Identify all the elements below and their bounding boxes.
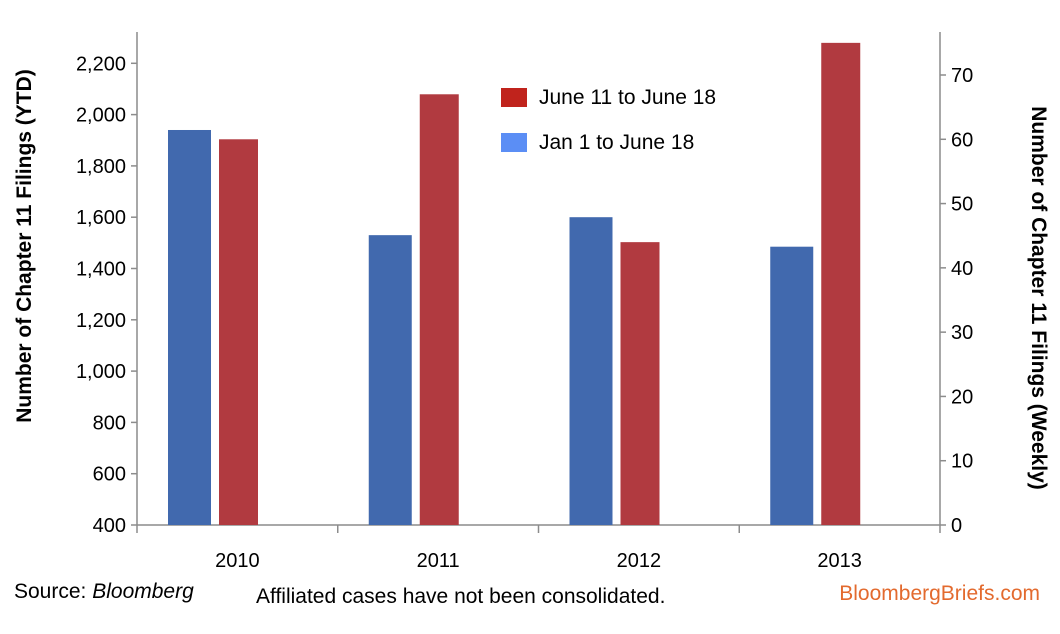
right-y-tick-label: 60: [951, 129, 973, 151]
legend-label-ytd: Jan 1 to June 18: [539, 131, 694, 154]
right-y-tick-label: 10: [951, 451, 973, 473]
brand-link[interactable]: BloombergBriefs.com: [839, 582, 1040, 605]
footnote: Affiliated cases have not been consolida…: [256, 585, 666, 608]
bar-ytd-2012: [569, 217, 613, 525]
left-y-ticks: 400 600 800 1,000 1,200 1,400 1,600 1,800 2,000 2…: [76, 53, 137, 537]
bar-weekly-2011: [419, 94, 459, 526]
left-y-tick-label: 1,200: [76, 310, 126, 332]
left-y-tick-label: 1,800: [76, 156, 126, 178]
left-y-tick-label: 1,000: [76, 361, 126, 383]
legend-label-weekly: June 11 to June 18: [539, 86, 716, 109]
source-label: Source:: [14, 580, 93, 603]
bar-weekly-2010: [219, 139, 258, 526]
left-y-tick-label: 800: [93, 412, 126, 434]
x-tick-label: 2013: [817, 550, 862, 572]
source-name: Bloomberg: [92, 580, 194, 603]
right-y-tick-label: 20: [951, 386, 973, 408]
bar-weekly-2012: [620, 242, 660, 525]
left-y-tick-label: 600: [93, 464, 126, 486]
x-tick-label: 2012: [617, 550, 662, 572]
bar-ytd-2011: [368, 235, 412, 525]
bar-weekly-2013: [821, 42, 861, 525]
left-y-tick-label: 2,000: [76, 105, 126, 127]
bars: [168, 42, 861, 526]
source-credit: Source: Bloomberg: [14, 580, 194, 604]
left-y-tick-label: 2,200: [76, 53, 126, 75]
bar-ytd-2013: [770, 246, 814, 525]
right-y-tick-label: 30: [951, 322, 973, 344]
left-y-tick-label: 400: [93, 515, 126, 537]
right-y-axis-title: Number of Chapter 11 Filings (Weekly): [1027, 106, 1050, 490]
left-y-axis-title: Number of Chapter 11 Filings (YTD): [13, 69, 36, 423]
right-y-tick-label: 0: [951, 515, 962, 537]
bar-ytd-2010: [168, 129, 211, 526]
left-y-tick-label: 1,600: [76, 207, 126, 229]
right-y-ticks: 0 10 20 30 40 50 60 70: [940, 65, 973, 537]
right-y-tick-label: 70: [951, 65, 973, 87]
legend: June 11 to June 18 Jan 1 to June 18: [501, 86, 716, 154]
right-y-tick-label: 50: [951, 194, 973, 216]
x-tick-label: 2010: [215, 550, 260, 572]
legend-swatch-ytd: [501, 133, 527, 152]
x-tick-label: 2011: [417, 550, 460, 572]
x-ticks: 2010 2011 2012 2013: [136, 525, 941, 572]
left-y-tick-label: 1,400: [76, 259, 126, 281]
right-y-tick-label: 40: [951, 258, 973, 280]
legend-swatch-weekly: [501, 88, 527, 107]
